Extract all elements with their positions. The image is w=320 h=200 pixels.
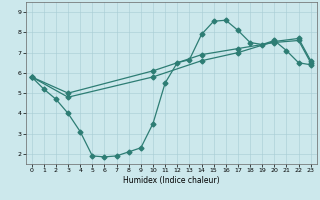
X-axis label: Humidex (Indice chaleur): Humidex (Indice chaleur) bbox=[123, 176, 220, 185]
